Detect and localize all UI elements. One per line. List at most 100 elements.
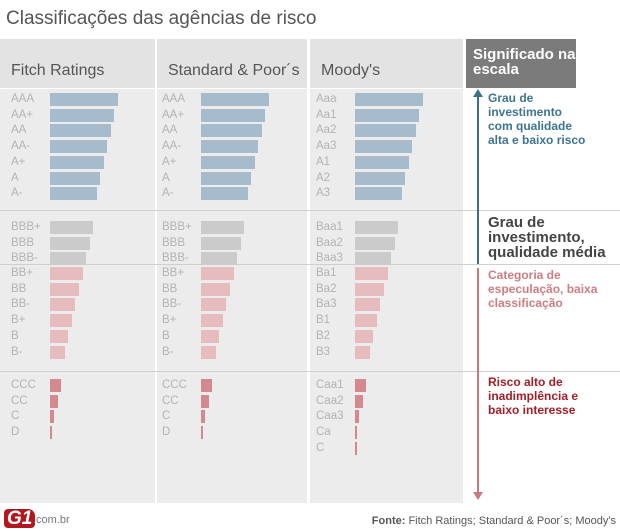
rating-label: B-	[11, 345, 23, 358]
note-medium-grade: Grau de investimento, qualidade média	[488, 214, 606, 261]
rating-label: AA	[11, 124, 27, 137]
rating-label: Aa1	[316, 108, 337, 121]
rating-bar	[50, 93, 118, 106]
rating-bar	[201, 252, 238, 266]
rating-label: A-	[11, 187, 23, 200]
rating-label: C	[316, 441, 325, 454]
rating-label: BBB	[162, 236, 186, 249]
divider-2	[0, 264, 620, 265]
rating-label: Baa3	[316, 252, 343, 265]
rating-bar	[50, 236, 90, 250]
rating-label: B2	[316, 329, 331, 342]
rating-label: A	[11, 171, 19, 184]
rating-label: BBB-	[11, 252, 38, 265]
header-divider	[0, 88, 620, 89]
rating-bar	[201, 221, 245, 234]
rating-bar	[355, 221, 399, 234]
rating-bar	[355, 426, 357, 440]
g1-logo: G1	[4, 509, 36, 528]
rating-bar	[50, 267, 83, 280]
rating-bar	[50, 314, 72, 328]
fitch-header: Fitch Ratings	[0, 39, 155, 88]
rating-label: CCC	[162, 379, 187, 391]
rating-label: A2	[316, 171, 331, 184]
rating-label: B+	[11, 314, 26, 327]
rating-label: Ba1	[316, 267, 337, 279]
rating-label: Caa3	[316, 410, 344, 423]
source-text: Fitch Ratings; Standard & Poor´s; Moody'…	[405, 515, 616, 527]
rating-bar	[50, 298, 76, 312]
rating-bar	[50, 124, 111, 138]
rating-bar	[355, 171, 406, 185]
rating-label: AAA	[11, 93, 35, 105]
logo-domain: .com.br	[33, 514, 70, 526]
rating-bar	[50, 140, 108, 154]
rating-bar	[201, 345, 216, 359]
rating-bar	[355, 252, 392, 266]
rating-bar	[201, 155, 255, 169]
rating-label: AA	[162, 124, 178, 137]
rating-bar	[201, 410, 206, 424]
rating-bar	[201, 329, 220, 343]
rating-label: B1	[316, 314, 331, 327]
rating-label: D	[162, 426, 171, 439]
rating-bar	[355, 282, 384, 296]
rating-label: AA-	[11, 140, 31, 153]
rating-label: BB+	[162, 267, 185, 279]
rating-label: A+	[162, 155, 177, 168]
rating-label: AA+	[11, 108, 34, 121]
arrow-up-line	[477, 97, 479, 264]
note-high-grade: Grau de investimento com qualidade alta …	[488, 91, 586, 147]
rating-label: Caa1	[316, 379, 344, 391]
rating-bar	[50, 379, 62, 392]
rating-label: Ba2	[316, 282, 337, 295]
arrow-down-icon	[473, 492, 483, 500]
rating-bar	[355, 394, 363, 408]
rating-bar	[355, 236, 395, 250]
rating-label: Aa3	[316, 140, 337, 153]
rating-label: A1	[316, 155, 331, 168]
rating-label: BB	[11, 282, 27, 295]
rating-bar	[201, 108, 266, 122]
rating-label: B-	[162, 345, 174, 358]
rating-bar	[355, 155, 409, 169]
rating-bar	[50, 426, 52, 440]
rating-bar	[50, 329, 69, 343]
rating-label: BBB+	[11, 221, 41, 233]
arrow-up-icon	[473, 89, 483, 97]
rating-bar	[201, 124, 262, 138]
rating-bar	[355, 345, 370, 359]
rating-bar	[355, 140, 413, 154]
rating-bar	[201, 314, 223, 328]
rating-bar	[50, 394, 58, 408]
rating-bar	[50, 155, 104, 169]
rating-label: BB+	[11, 267, 34, 279]
rating-bar	[50, 410, 55, 424]
rating-label: AA-	[162, 140, 182, 153]
rating-label: BBB-	[162, 252, 189, 265]
rating-bar	[355, 329, 374, 343]
rating-label: AAA	[162, 93, 186, 105]
rating-label: C	[11, 410, 20, 423]
rating-bar	[50, 282, 79, 296]
rating-bar	[50, 187, 97, 201]
rating-bar	[355, 108, 420, 122]
rating-label: Aaa	[316, 93, 337, 105]
rating-label: CC	[11, 394, 28, 407]
rating-bar	[201, 298, 227, 312]
rating-label: A	[162, 171, 170, 184]
rating-label: A-	[162, 187, 174, 200]
rating-label: BB-	[162, 298, 182, 311]
note-speculative: Categoria de especulação, baixa classifi…	[488, 268, 598, 310]
rating-bar	[201, 187, 248, 201]
rating-bar	[355, 410, 360, 424]
rating-bar	[355, 267, 388, 280]
rating-label: D	[11, 426, 20, 439]
rating-label: B3	[316, 345, 331, 358]
rating-label: Baa2	[316, 236, 343, 249]
rating-bar	[355, 298, 381, 312]
rating-bar	[50, 171, 101, 185]
rating-label: AA+	[162, 108, 185, 121]
rating-label: BBB	[11, 236, 35, 249]
source-label: Fonte:	[371, 515, 406, 527]
